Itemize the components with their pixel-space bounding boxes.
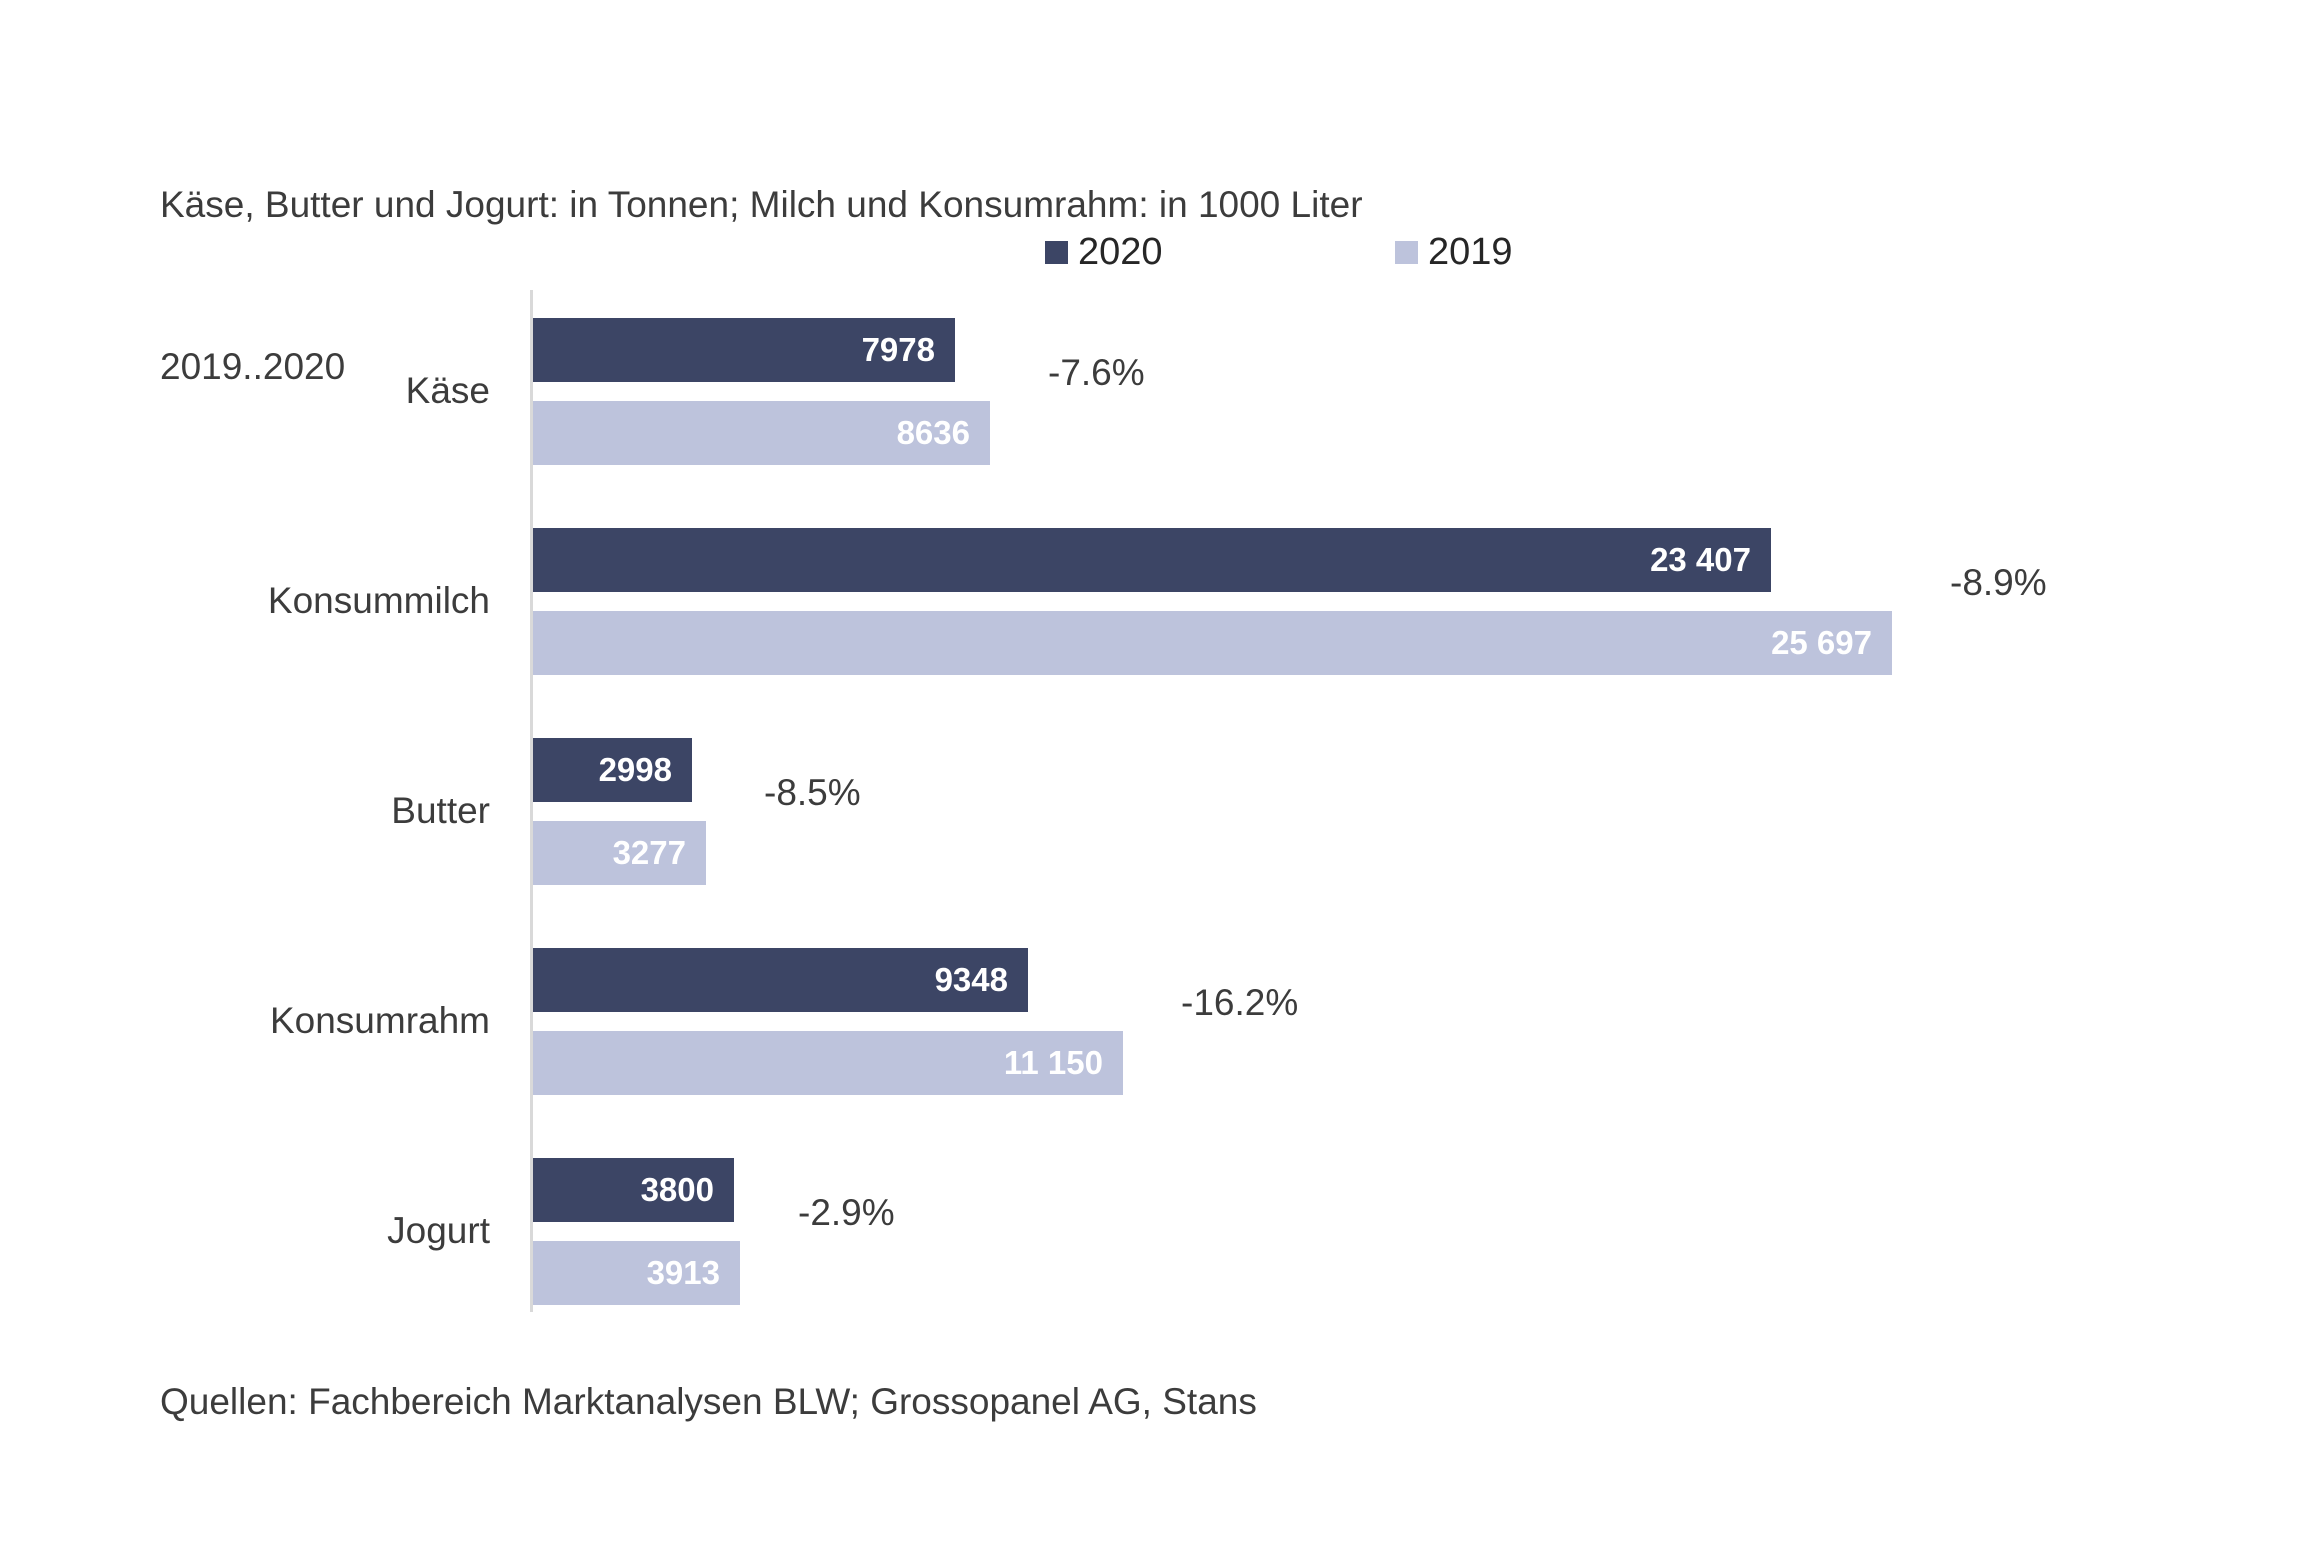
bar-value-label: 3277 [612, 834, 686, 871]
category-label: Jogurt [387, 1210, 490, 1251]
bar-value-label: 11 150 [1003, 1044, 1103, 1081]
chart-legend: 2020 2019 [0, 230, 2305, 274]
bar-value-label: 7978 [861, 331, 935, 368]
change-label: -8.9% [1950, 562, 2047, 603]
source-text: Quellen: Fachbereich Marktanalysen BLW; … [160, 1381, 1257, 1422]
legend-label-2020: 2020 [1078, 231, 1163, 273]
change-label: -8.5% [764, 772, 861, 813]
legend-label-2019: 2019 [1428, 231, 1513, 273]
bar-2020-butter: 2998 [533, 738, 692, 802]
category-label: Konsummilch [267, 580, 490, 621]
bar-value-label: 3913 [646, 1254, 720, 1291]
bar-2020-käse: 7978 [533, 318, 955, 382]
bar-value-label: 23 407 [1650, 541, 1751, 578]
y-axis-line [530, 290, 533, 1312]
legend-swatch-2019-icon [1395, 240, 1418, 264]
legend-item-2019: 2019 [1395, 230, 1513, 274]
chart-title: Käse, Butter und Jogurt: in Tonnen; Milc… [160, 70, 1363, 502]
change-label: -16.2% [1181, 982, 1299, 1023]
bar-value-label: 2998 [598, 751, 672, 788]
legend-item-2020: 2020 [1045, 230, 1163, 274]
bar-2020-konsumrahm: 9348 [533, 948, 1028, 1012]
change-label: -2.9% [798, 1192, 895, 1233]
bar-value-label: 8636 [896, 414, 970, 451]
bar-2019-konsummilch: 25 697 [533, 611, 1892, 675]
bar-value-label: 3800 [640, 1171, 714, 1208]
chart-title-line2: 2019..2020 [160, 346, 346, 387]
category-label: Käse [405, 370, 490, 411]
bar-2020-konsummilch: 23 407 [533, 528, 1771, 592]
change-label: -7.6% [1048, 352, 1145, 393]
bar-2019-käse: 8636 [533, 401, 990, 465]
category-label: Butter [391, 790, 490, 831]
bar-value-label: 25 697 [1771, 624, 1872, 661]
bar-2020-jogurt: 3800 [533, 1158, 734, 1222]
category-label: Konsumrahm [269, 1000, 490, 1041]
bar-2019-jogurt: 3913 [533, 1241, 740, 1305]
bar-value-label: 9348 [934, 961, 1008, 998]
legend-swatch-2020-icon [1045, 240, 1068, 264]
bar-2019-konsumrahm: 11 150 [533, 1031, 1123, 1095]
chart-title-line1: Käse, Butter und Jogurt: in Tonnen; Milc… [160, 184, 1363, 225]
bar-2019-butter: 3277 [533, 821, 706, 885]
